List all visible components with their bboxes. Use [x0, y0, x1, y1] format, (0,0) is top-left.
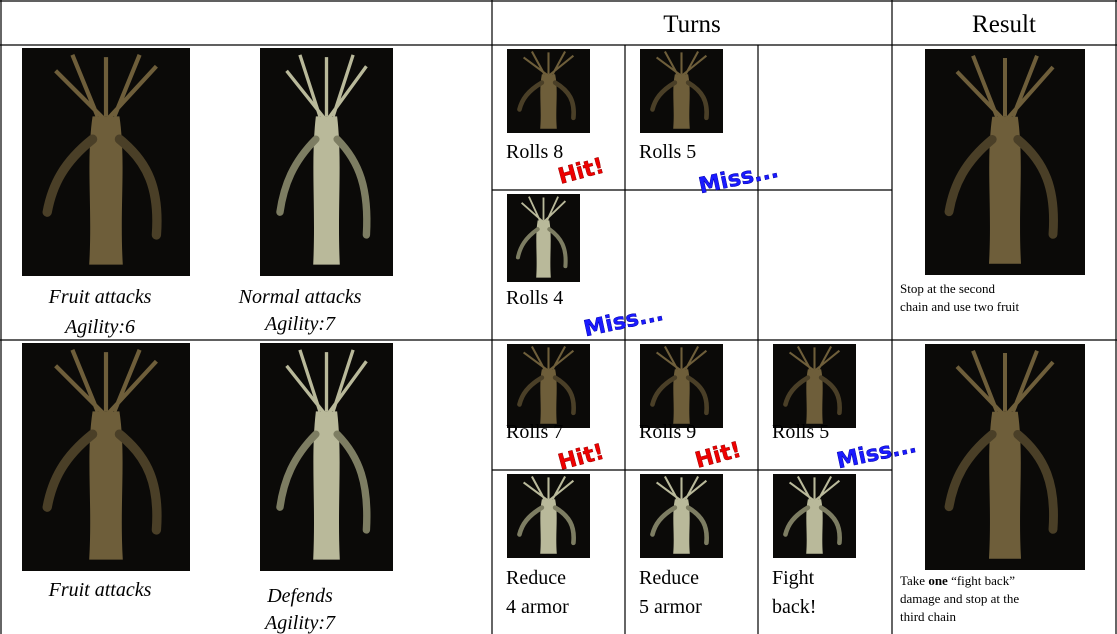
crown [655, 476, 708, 502]
header-result: Result [972, 11, 1036, 38]
tree-image [507, 194, 580, 282]
caption: Stop at the second [900, 281, 995, 296]
tree-image [640, 49, 723, 133]
arms [944, 134, 1058, 239]
caption: Fruit attacks [48, 579, 152, 601]
caption: Rolls 9 [639, 421, 696, 443]
caption: back! [772, 596, 816, 618]
caption: Rolls 8 [506, 141, 563, 163]
arms [42, 134, 162, 240]
caption: Defends [266, 585, 333, 607]
caption: Rolls 5 [772, 421, 829, 443]
tree-image [22, 48, 190, 276]
caption: damage and stop at the [900, 591, 1019, 606]
tree-image [773, 344, 856, 428]
tree-image [925, 344, 1085, 570]
header-turns: Turns [663, 11, 720, 38]
arms [650, 375, 709, 416]
trunk [540, 499, 557, 554]
trunk [989, 411, 1021, 559]
caption: Agility:7 [263, 313, 336, 335]
crown [788, 476, 841, 502]
crown [655, 346, 708, 372]
arms [650, 505, 709, 546]
arms [517, 80, 576, 121]
trunk [313, 116, 340, 265]
caption: Reduce [506, 567, 566, 589]
arms [517, 505, 576, 546]
trunk [540, 369, 557, 424]
crown [285, 54, 368, 122]
trunk [313, 411, 340, 560]
crown [285, 349, 368, 417]
crown [522, 346, 575, 372]
caption: Rolls 7 [506, 421, 563, 443]
arms [276, 430, 371, 534]
tree-image [640, 474, 723, 558]
arms [42, 429, 162, 535]
crown [520, 196, 567, 223]
trunk [89, 116, 123, 265]
caption: Normal attacks [238, 286, 362, 308]
trunk [540, 74, 557, 129]
caption: third chain [900, 609, 956, 624]
caption: chain and use two fruit [900, 299, 1020, 314]
caption: 4 armor [506, 596, 569, 618]
crown [54, 349, 158, 418]
caption: Reduce [639, 567, 699, 589]
arms [517, 375, 576, 416]
trunk [536, 220, 551, 278]
tree-image [773, 474, 856, 558]
caption-part: “fight back” [951, 573, 1015, 588]
trunk [673, 74, 690, 129]
trunk [673, 369, 690, 424]
caption: Fruit attacks [48, 286, 152, 308]
crown [522, 476, 575, 502]
caption: Rolls 5 [639, 141, 696, 163]
crown [955, 350, 1055, 418]
arms [783, 375, 842, 416]
tree-image [925, 49, 1085, 275]
caption: Agility:6 [63, 316, 135, 338]
tree-image [260, 48, 393, 276]
trunk [89, 411, 123, 560]
crown [955, 55, 1055, 123]
crown [655, 51, 708, 77]
caption-part: one [928, 573, 948, 588]
arms [783, 505, 842, 546]
caption: 5 armor [639, 596, 702, 618]
caption: Agility:7 [263, 612, 336, 634]
arms [944, 429, 1058, 534]
trunk [806, 499, 823, 554]
arms [650, 80, 709, 121]
trunk [989, 116, 1021, 264]
tree-image [507, 49, 590, 133]
tree-image [507, 474, 590, 558]
caption: Fight [772, 567, 815, 589]
result-caption: Take one “fight back” [900, 573, 1015, 588]
trunk [673, 499, 690, 554]
tree-image [260, 343, 393, 571]
arms [515, 227, 568, 269]
crown [788, 346, 841, 372]
tree-image [640, 344, 723, 428]
caption: Rolls 4 [506, 287, 563, 309]
crown [522, 51, 575, 77]
trunk [806, 369, 823, 424]
crown [54, 54, 158, 123]
tree-image [22, 343, 190, 571]
caption-part: Take [900, 573, 925, 588]
arms [276, 135, 371, 239]
tree-image [507, 344, 590, 428]
